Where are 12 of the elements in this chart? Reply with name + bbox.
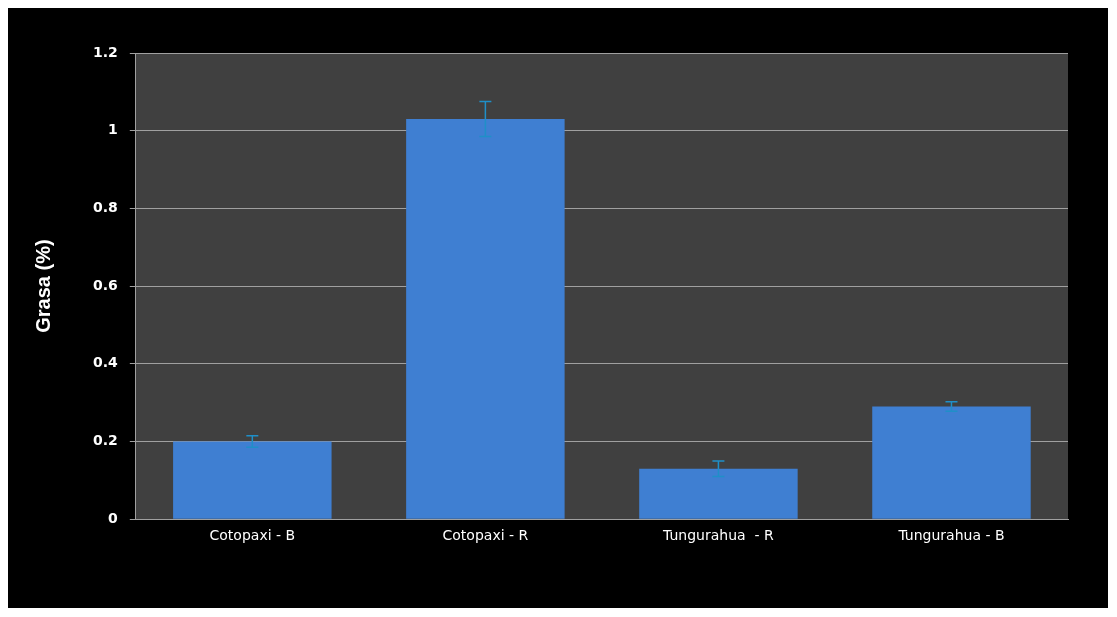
y-tick-label: 1.2	[92, 43, 118, 60]
y-tick-label: 1	[108, 121, 118, 138]
y-tick-label: 0.8	[92, 199, 118, 216]
y-axis-title: Grasa (%)	[31, 239, 54, 333]
x-tick-label: Tungurahua - R	[662, 527, 775, 544]
y-tick-label: 0.6	[92, 276, 118, 293]
y-tick-label: 0.4	[92, 354, 119, 371]
x-tick-label: Cotopaxi - B	[209, 527, 296, 544]
y-tick-label: 0.2	[92, 432, 118, 449]
x-tick-label: Tungurahua - B	[897, 527, 1005, 544]
y-tick-label: 0	[108, 509, 119, 526]
x-tick-label: Cotopaxi - R	[442, 527, 529, 544]
